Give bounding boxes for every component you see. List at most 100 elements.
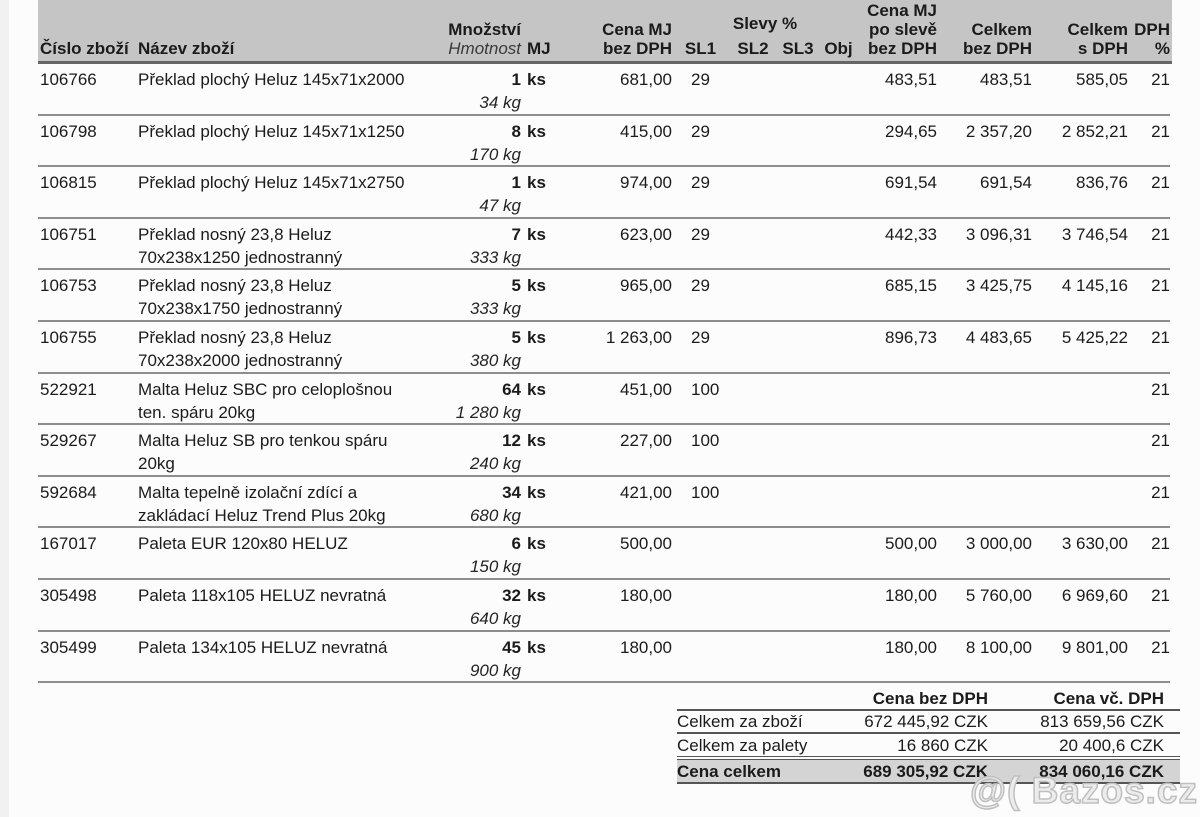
quantity-value: 5 <box>511 276 521 296</box>
weight-value: 333 kg <box>469 247 521 267</box>
discount-sl1-cell: 100 <box>691 379 720 399</box>
header-discounts-title: Slevy % <box>732 14 798 33</box>
discount-sl3-cell <box>777 378 819 424</box>
header-discounts-subcolumns: SL1 SL2 SL3 Obj <box>672 39 858 58</box>
item-number-cell: 106798 <box>40 121 97 141</box>
header-weight-label: Hmotnost <box>448 39 521 58</box>
quantity-cell: 1 47 kg <box>443 171 521 217</box>
discount-sl3-cell <box>777 171 819 217</box>
header-discounted-price-line2: po slevě <box>868 20 937 39</box>
unit-cell: ks <box>527 585 546 605</box>
discounted-price-cell: 896,73 <box>885 327 937 347</box>
discounted-price-cell: 691,54 <box>885 173 937 193</box>
discount-sl3-cell <box>777 223 819 269</box>
total-net-cell: 3 096,31 <box>965 224 1032 244</box>
weight-value: 640 kg <box>469 608 521 628</box>
header-total-gross-line1: Celkem <box>1067 20 1128 39</box>
weight-value: 1 280 kg <box>455 402 521 422</box>
quantity-value: 34 <box>502 482 521 502</box>
table-row: 167017 Paleta EUR 120x80 HELUZ 6 150 kg … <box>38 528 1170 580</box>
item-number-cell: 167017 <box>40 534 97 554</box>
discounted-price-cell: 500,00 <box>885 534 937 554</box>
total-net-cell: 8 100,00 <box>965 637 1032 657</box>
discount-sl1-cell: 29 <box>691 173 710 193</box>
header-vat-line2: % <box>1154 39 1170 58</box>
unit-price-cell: 965,00 <box>620 276 672 296</box>
summary-row-net: 689 305,92 CZK <box>863 762 988 782</box>
total-gross-cell <box>1032 481 1128 527</box>
discounted-price-cell: 483,51 <box>885 70 937 89</box>
total-gross-cell <box>1032 378 1128 424</box>
total-net-cell: 3 000,00 <box>965 534 1032 554</box>
summary-header-gross: Cena vč. DPH <box>1053 689 1164 709</box>
total-gross-cell: 2 852,21 <box>1061 121 1128 141</box>
header-quantity: Množství Hmotnost <box>443 0 521 61</box>
item-name-cell: Malta tepelně izolační zdící a zakládací… <box>138 482 386 525</box>
vat-cell: 21 <box>1151 173 1170 193</box>
discount-sl3-cell <box>777 429 819 475</box>
discount-sl1-cell <box>672 584 729 630</box>
unit-cell: ks <box>527 482 546 502</box>
header-unit-label: MJ <box>527 39 551 58</box>
header-total-net-line1: Celkem <box>971 20 1032 39</box>
quantity-cell: 7 333 kg <box>443 223 521 269</box>
total-gross-cell: 4 145,16 <box>1061 276 1128 296</box>
quantity-value: 7 <box>511 224 521 244</box>
total-net-cell: 4 483,65 <box>965 327 1032 347</box>
unit-price-cell: 681,00 <box>620 70 672 89</box>
discount-sl2-cell <box>729 584 777 630</box>
header-total-net-line2: bez DPH <box>963 39 1032 58</box>
vat-cell: 21 <box>1151 379 1170 399</box>
discounted-price-cell: 180,00 <box>885 637 937 657</box>
vat-cell: 21 <box>1151 431 1170 451</box>
unit-cell: ks <box>527 276 546 296</box>
unit-price-cell: 180,00 <box>620 637 672 657</box>
quantity-value: 64 <box>502 379 521 399</box>
discount-sl3-cell <box>777 481 819 527</box>
total-gross-cell: 9 801,00 <box>1061 637 1128 657</box>
header-discounted-price-line3: bez DPH <box>868 39 937 58</box>
weight-value: 680 kg <box>469 505 521 525</box>
item-name-cell: Překlad nosný 23,8 Heluz 70x238x2000 jed… <box>138 327 343 370</box>
item-name-cell: Paleta 134x105 HELUZ nevratná <box>138 637 388 657</box>
discount-sl2-cell <box>729 532 777 578</box>
discount-sl3-cell <box>777 68 819 114</box>
total-net-cell <box>937 429 1032 475</box>
bazos-watermark: @( Bazos.cz <box>969 769 1198 812</box>
header-sl2-label: SL2 <box>737 39 769 58</box>
quantity-cell: 12 240 kg <box>443 429 521 475</box>
discount-obj-cell <box>819 429 858 475</box>
discount-sl2-cell <box>729 223 777 269</box>
quantity-value: 1 <box>511 173 521 193</box>
vat-cell: 21 <box>1151 224 1170 244</box>
discounted-price-cell <box>858 378 937 424</box>
discount-sl2-cell <box>729 274 777 320</box>
table-row: 522921 Malta Heluz SBC pro celoplošnou t… <box>38 374 1170 426</box>
unit-price-cell: 180,00 <box>620 585 672 605</box>
table-header: Číslo zboží Název zboží Množství Hmotnos… <box>38 0 1172 64</box>
discount-sl2-cell <box>729 636 777 682</box>
discount-sl1-cell <box>672 532 729 578</box>
summary-row: Cena celkem 689 305,92 CZK 834 060,16 CZ… <box>677 760 1180 785</box>
weight-value: 47 kg <box>479 196 521 216</box>
table-row: 106798 Překlad plochý Heluz 145x71x1250 … <box>38 116 1170 168</box>
discount-sl3-cell <box>777 584 819 630</box>
item-name-cell: Překlad plochý Heluz 145x71x1250 <box>138 121 405 141</box>
table-row: 106755 Překlad nosný 23,8 Heluz 70x238x2… <box>38 322 1170 374</box>
header-sl3-label: SL3 <box>782 39 814 58</box>
unit-cell: ks <box>527 173 546 193</box>
unit-cell: ks <box>527 70 546 89</box>
discount-sl1-cell <box>672 636 729 682</box>
item-name-cell: Překlad nosný 23,8 Heluz 70x238x1750 jed… <box>138 276 343 319</box>
vat-cell: 21 <box>1151 276 1170 296</box>
header-item-name: Název zboží <box>138 0 443 61</box>
discount-sl1-cell: 100 <box>691 482 720 502</box>
item-number-cell: 529267 <box>40 431 97 451</box>
vat-cell: 21 <box>1151 585 1170 605</box>
discount-sl3-cell <box>777 120 819 166</box>
total-net-cell: 5 760,00 <box>965 585 1032 605</box>
quantity-cell: 64 1 280 kg <box>443 378 521 424</box>
page-edge-band <box>0 0 9 817</box>
discount-sl3-cell <box>777 274 819 320</box>
header-vat: DPH % <box>1128 0 1170 61</box>
